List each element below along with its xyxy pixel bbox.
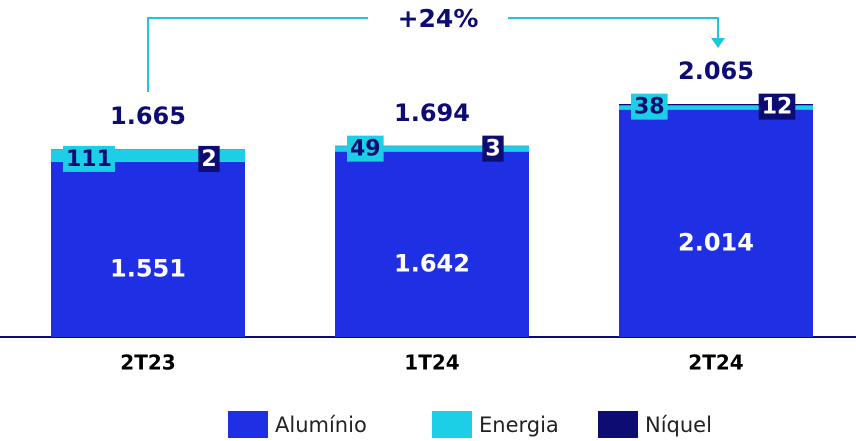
- bar-segment: [619, 109, 813, 337]
- annotation: +24%: [398, 4, 479, 33]
- bar-segment: [619, 104, 813, 106]
- label-box: [347, 135, 384, 162]
- value-label: 49: [350, 137, 381, 162]
- x-tick-label: 2T24: [688, 351, 743, 375]
- value-label: 2: [201, 147, 216, 172]
- value-label: 2.014: [678, 228, 754, 256]
- bar-segment: [619, 105, 813, 110]
- label-box: [63, 145, 115, 172]
- label-box: [631, 93, 668, 120]
- growth-arrow: [147, 17, 719, 92]
- x-tick-label: 2T23: [120, 351, 175, 375]
- bar-segment: [51, 161, 245, 337]
- value-label: 111: [66, 147, 112, 172]
- legend-label: Alumínio: [275, 413, 367, 437]
- bar-segment: [335, 151, 529, 337]
- label-box: [198, 145, 220, 172]
- value-label: 1.551: [110, 254, 186, 282]
- value-label: 12: [762, 95, 793, 120]
- value-label: 3: [485, 137, 500, 162]
- value-label: 1.642: [394, 249, 470, 277]
- total-label: 2.065: [678, 57, 754, 85]
- legend-label: Níquel: [645, 413, 712, 437]
- legend-swatch: [598, 411, 638, 438]
- bar-segment: [335, 146, 529, 152]
- total-label: 1.665: [110, 102, 186, 130]
- legend-swatch: [228, 411, 268, 438]
- legend-label: Energia: [479, 413, 559, 437]
- label-box: [758, 93, 796, 120]
- label-box: [482, 135, 504, 162]
- legend-swatch: [432, 411, 472, 438]
- arrow-head: [711, 38, 725, 48]
- x-tick-label: 1T24: [404, 351, 459, 375]
- value-label: 38: [634, 95, 665, 120]
- total-label: 1.694: [394, 99, 470, 127]
